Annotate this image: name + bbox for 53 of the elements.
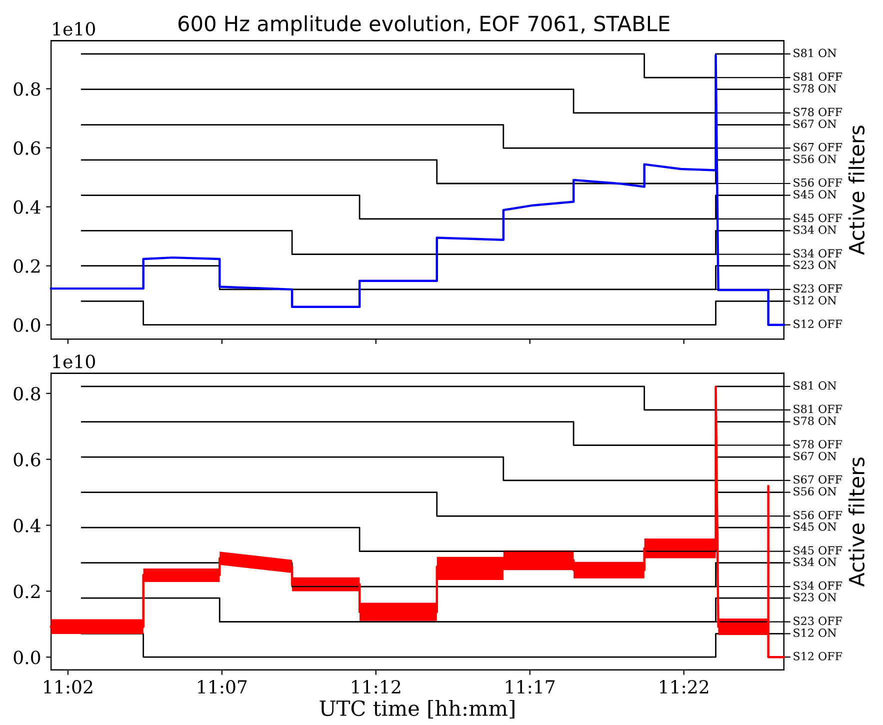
annotation: S12 ON [794, 628, 836, 637]
y-tick-label: 0.4 [14, 518, 40, 532]
text: 1e10 [53, 354, 95, 368]
y2-axis-title: Active filters [848, 457, 865, 587]
annotation: S81 OFF [794, 72, 842, 81]
annotation: S23 ON [794, 592, 836, 602]
y2-axis-title: Active filters [848, 126, 865, 255]
y-tick-label: 0.8 [14, 82, 40, 96]
y-tick-label: 0.8 [14, 386, 40, 401]
annotation: S81 OFF [794, 404, 842, 414]
annotation: S12 ON [794, 296, 836, 304]
x-tick-label: 11:07 [198, 680, 247, 694]
y-tick-label: 0.4 [14, 200, 40, 214]
annotation: S56 ON [794, 487, 836, 496]
x-tick-label: 11:22 [660, 680, 708, 694]
y-tick-label: 0.2 [14, 584, 40, 598]
y-tick-label: 0.6 [14, 141, 40, 155]
y-tick-label: 0.0 [14, 318, 40, 332]
annotation: S12 OFF [794, 320, 842, 328]
annotation: S23 OFF [794, 616, 842, 626]
annotation: S67 OFF [794, 475, 842, 484]
annotation: S34 ON [794, 558, 836, 566]
annotation: S81 ON [794, 48, 836, 58]
annotation: S78 OFF [794, 440, 842, 448]
annotation: S56 ON [794, 154, 836, 164]
annotation: S45 ON [794, 522, 836, 531]
annotation: S45 OFF [794, 546, 842, 555]
x-axis-title: UTC time [hh:mm] [320, 700, 514, 719]
x-tick-label: 11:17 [506, 680, 555, 694]
annotation: S67 ON [794, 120, 836, 128]
x-tick-label: 11:02 [44, 680, 92, 694]
y-tick-label: 0.0 [14, 650, 40, 664]
x-tick-label: 11:12 [352, 680, 400, 694]
annotation: S78 OFF [794, 108, 842, 116]
annotation: S56 OFF [794, 178, 842, 187]
annotation: S45 OFF [794, 214, 842, 222]
annotation: S56 OFF [794, 510, 842, 520]
annotation: S78 ON [794, 84, 836, 93]
annotation: S12 OFF [794, 652, 842, 660]
annotation: S78 ON [794, 416, 836, 425]
annotation: S81 ON [794, 381, 836, 390]
annotation: S67 ON [794, 452, 836, 460]
annotation: S45 ON [794, 190, 836, 199]
annotation: S34 ON [794, 226, 836, 234]
y-tick-label: 0.6 [14, 452, 40, 466]
annotation: S67 OFF [794, 142, 842, 152]
annotation: S23 OFF [794, 284, 842, 293]
annotation: S23 ON [794, 260, 836, 270]
chart-title: 600 Hz amplitude evolution, EOF 7061, STABLE [178, 15, 670, 36]
text: 1e10 [53, 22, 95, 36]
annotation: S34 OFF [794, 249, 842, 258]
annotation: S34 OFF [794, 581, 842, 590]
y-tick-label: 0.2 [14, 259, 40, 273]
